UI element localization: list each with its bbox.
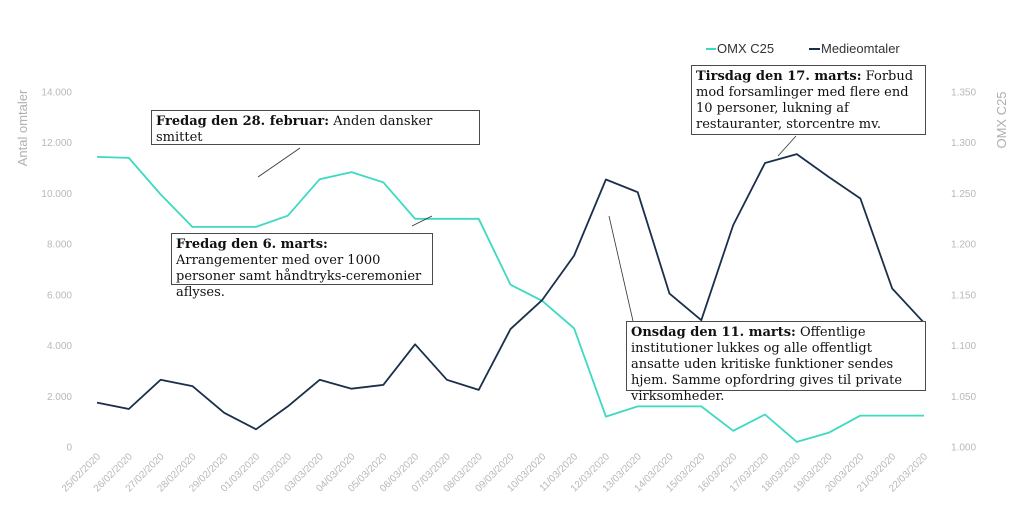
annotation-connectors [257, 135, 797, 322]
annotation-mar-17-title: Tirsdag den 17. marts: [696, 69, 862, 84]
annotation-mar-6-title: Fredag den 6. marts: [176, 237, 328, 252]
annotation-feb-28: Fredag den 28. februar: Anden dansker sm… [151, 110, 480, 145]
annotation-connector-2 [411, 215, 433, 227]
annotation-connector-4 [777, 135, 797, 157]
left-tick-label: 2.000 [47, 392, 72, 403]
annotation-mar-17-text: Forbud mod forsamlinger med flere end 10… [696, 69, 914, 132]
left-tick-label: 12.000 [41, 138, 72, 149]
left-axis-ticks: 0 2.000 4.000 6.000 8.000 10.000 12.000 14.000 [41, 88, 72, 454]
right-tick-label: 1.200 [951, 240, 976, 251]
left-tick-label: 10.000 [41, 189, 72, 200]
right-axis-ticks: 1.000 1.050 1.100 1.150 1.200 1.250 1.300 1.350 [951, 88, 976, 454]
annotation-mar-6: Fredag den 6. marts: Arrangementer med o… [171, 233, 433, 300]
right-tick-label: 1.250 [951, 189, 976, 200]
legend-label-omx: OMX C25 [717, 41, 774, 56]
annotation-feb-28-title: Fredag den 28. februar: [156, 114, 330, 129]
left-tick-label: 0 [66, 443, 72, 454]
annotation-feb-28-text: Anden dansker smittet [156, 114, 433, 145]
annotation-mar-11-title: Onsdag den 11. marts: [631, 325, 796, 340]
left-tick-label: 14.000 [41, 88, 72, 99]
series-line-omx-c25 [96, 156, 924, 443]
annotation-mar-11-text: Offentlige institutioner lukkes og alle … [631, 325, 903, 404]
annotation-connector-3 [608, 215, 634, 322]
right-axis-title: OMX C25 [994, 91, 1009, 148]
left-tick-label: 4.000 [47, 341, 72, 352]
right-tick-label: 1.000 [951, 443, 976, 454]
annotation-connector-1 [257, 147, 301, 178]
legend: OMX C25 Medieomtaler [706, 41, 900, 56]
annotation-mar-11: Onsdag den 11. marts: Offentlige institu… [626, 321, 926, 404]
left-tick-label: 8.000 [47, 240, 72, 251]
right-tick-label: 1.300 [951, 138, 976, 149]
annotation-mar-6-text: Arrangementer med over 1000 personer sam… [176, 253, 422, 300]
series-line-medieomtaler [96, 153, 925, 431]
left-tick-label: 6.000 [47, 290, 72, 301]
annotation-mar-17: Tirsdag den 17. marts: Forbud mod forsam… [691, 65, 926, 135]
legend-label-medieomtaler: Medieomtaler [821, 41, 900, 56]
right-tick-label: 1.050 [951, 392, 976, 403]
left-axis-title: Antal omtaler [15, 89, 30, 166]
right-tick-label: 1.150 [951, 290, 976, 301]
x-axis-ticks: 25/02/202026/02/202027/02/202028/02/2020… [60, 451, 930, 494]
right-tick-label: 1.100 [951, 341, 976, 352]
series-layer [96, 153, 925, 443]
right-tick-label: 1.350 [951, 88, 976, 99]
